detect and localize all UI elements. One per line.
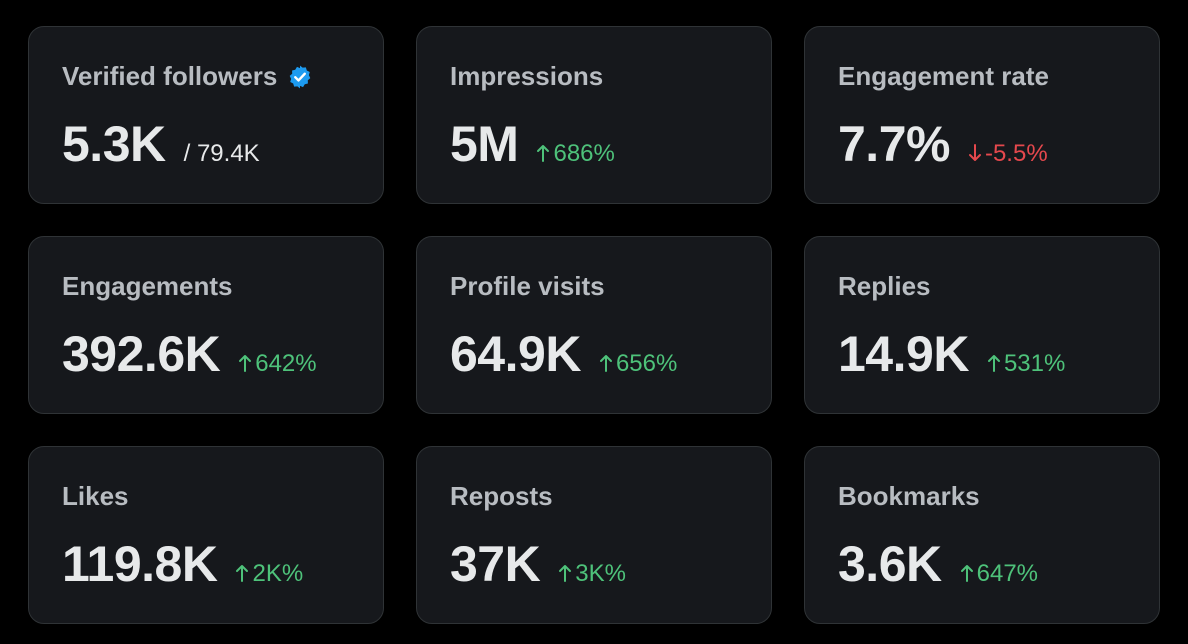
metric-change-value: 642% bbox=[255, 350, 317, 377]
metric-change: 656% bbox=[599, 350, 677, 378]
card-engagement-rate[interactable]: Engagement rate 7.7% -5.5% bbox=[804, 26, 1160, 204]
arrow-up-icon bbox=[599, 355, 612, 372]
metric-change-value: 531% bbox=[1003, 350, 1066, 377]
metric-value: 5M bbox=[450, 116, 519, 172]
card-verified-followers[interactable]: Verified followers 5.3K / 79.4K bbox=[28, 26, 384, 204]
card-reposts[interactable]: Reposts 37K 3K% bbox=[416, 446, 772, 624]
card-bookmarks[interactable]: Bookmarks 3.6K 647% bbox=[804, 446, 1160, 624]
arrow-up-icon bbox=[537, 145, 550, 162]
value-row: 5M 686% bbox=[450, 119, 615, 169]
card-title: Engagements bbox=[62, 271, 233, 302]
card-label: Impressions bbox=[450, 61, 604, 91]
card-title: Replies bbox=[838, 271, 931, 302]
metric-change: 642% bbox=[238, 350, 317, 378]
arrow-up-icon bbox=[987, 355, 1000, 372]
card-title: Profile visits bbox=[450, 271, 605, 302]
metric-change-value: -5.5% bbox=[984, 140, 1048, 167]
card-title: Likes bbox=[62, 481, 129, 512]
metric-value: 7.7% bbox=[838, 116, 950, 172]
metric-change-value: 647% bbox=[976, 560, 1039, 587]
arrow-up-icon bbox=[239, 355, 252, 372]
metric-change-value: 2K% bbox=[252, 560, 304, 587]
metric-change: 647% bbox=[960, 560, 1038, 588]
card-title: Engagement rate bbox=[838, 61, 1049, 92]
value-row: 64.9K 656% bbox=[450, 329, 677, 379]
metric-change: -5.5% bbox=[968, 140, 1048, 168]
metric-change: 531% bbox=[987, 350, 1065, 378]
card-label: Replies bbox=[838, 271, 931, 301]
metric-change: 3K% bbox=[558, 560, 626, 588]
metric-value: 64.9K bbox=[450, 326, 581, 382]
metric-value: 14.9K bbox=[838, 326, 969, 382]
arrow-up-icon bbox=[236, 565, 249, 582]
arrow-up-icon bbox=[559, 565, 572, 582]
arrow-up-icon bbox=[960, 565, 973, 582]
metric-value: 392.6K bbox=[62, 326, 221, 382]
metric-change: 2K% bbox=[235, 560, 303, 588]
arrow-down-icon bbox=[968, 144, 981, 161]
card-profile-visits[interactable]: Profile visits 64.9K 656% bbox=[416, 236, 772, 414]
value-row: 7.7% -5.5% bbox=[838, 119, 1048, 169]
metric-change-value: 3K% bbox=[575, 560, 626, 587]
value-row: 392.6K 642% bbox=[62, 329, 317, 379]
card-title: Reposts bbox=[450, 481, 553, 512]
card-replies[interactable]: Replies 14.9K 531% bbox=[804, 236, 1160, 414]
verified-badge-icon bbox=[290, 65, 311, 88]
value-row: 119.8K 2K% bbox=[62, 539, 303, 589]
value-row: 5.3K / 79.4K bbox=[62, 119, 260, 169]
card-engagements[interactable]: Engagements 392.6K 642% bbox=[28, 236, 384, 414]
metric-value: 5.3K bbox=[62, 116, 166, 172]
card-title: Bookmarks bbox=[838, 481, 980, 512]
card-label: Likes bbox=[62, 481, 129, 511]
card-label: Engagements bbox=[62, 271, 233, 301]
card-likes[interactable]: Likes 119.8K 2K% bbox=[28, 446, 384, 624]
metric-total: / 79.4K bbox=[183, 140, 260, 167]
value-row: 14.9K 531% bbox=[838, 329, 1065, 379]
card-label: Reposts bbox=[450, 481, 553, 511]
card-title: Verified followers bbox=[62, 61, 313, 92]
metrics-grid: Verified followers 5.3K / 79.4K Impressi… bbox=[28, 26, 1160, 624]
card-label: Profile visits bbox=[450, 271, 605, 301]
metric-value: 3.6K bbox=[838, 536, 942, 592]
metric-change-value: 656% bbox=[615, 350, 678, 377]
card-impressions[interactable]: Impressions 5M 686% bbox=[416, 26, 772, 204]
metric-value: 119.8K bbox=[62, 536, 218, 592]
metric-change: 686% bbox=[536, 140, 615, 168]
value-row: 3.6K 647% bbox=[838, 539, 1038, 589]
card-label: Bookmarks bbox=[838, 481, 980, 511]
metric-value: 37K bbox=[450, 536, 541, 592]
value-row: 37K 3K% bbox=[450, 539, 626, 589]
metric-change-value: 686% bbox=[553, 140, 615, 167]
card-title: Impressions bbox=[450, 61, 603, 92]
card-label: Engagement rate bbox=[838, 61, 1049, 91]
card-label: Verified followers bbox=[62, 61, 278, 91]
